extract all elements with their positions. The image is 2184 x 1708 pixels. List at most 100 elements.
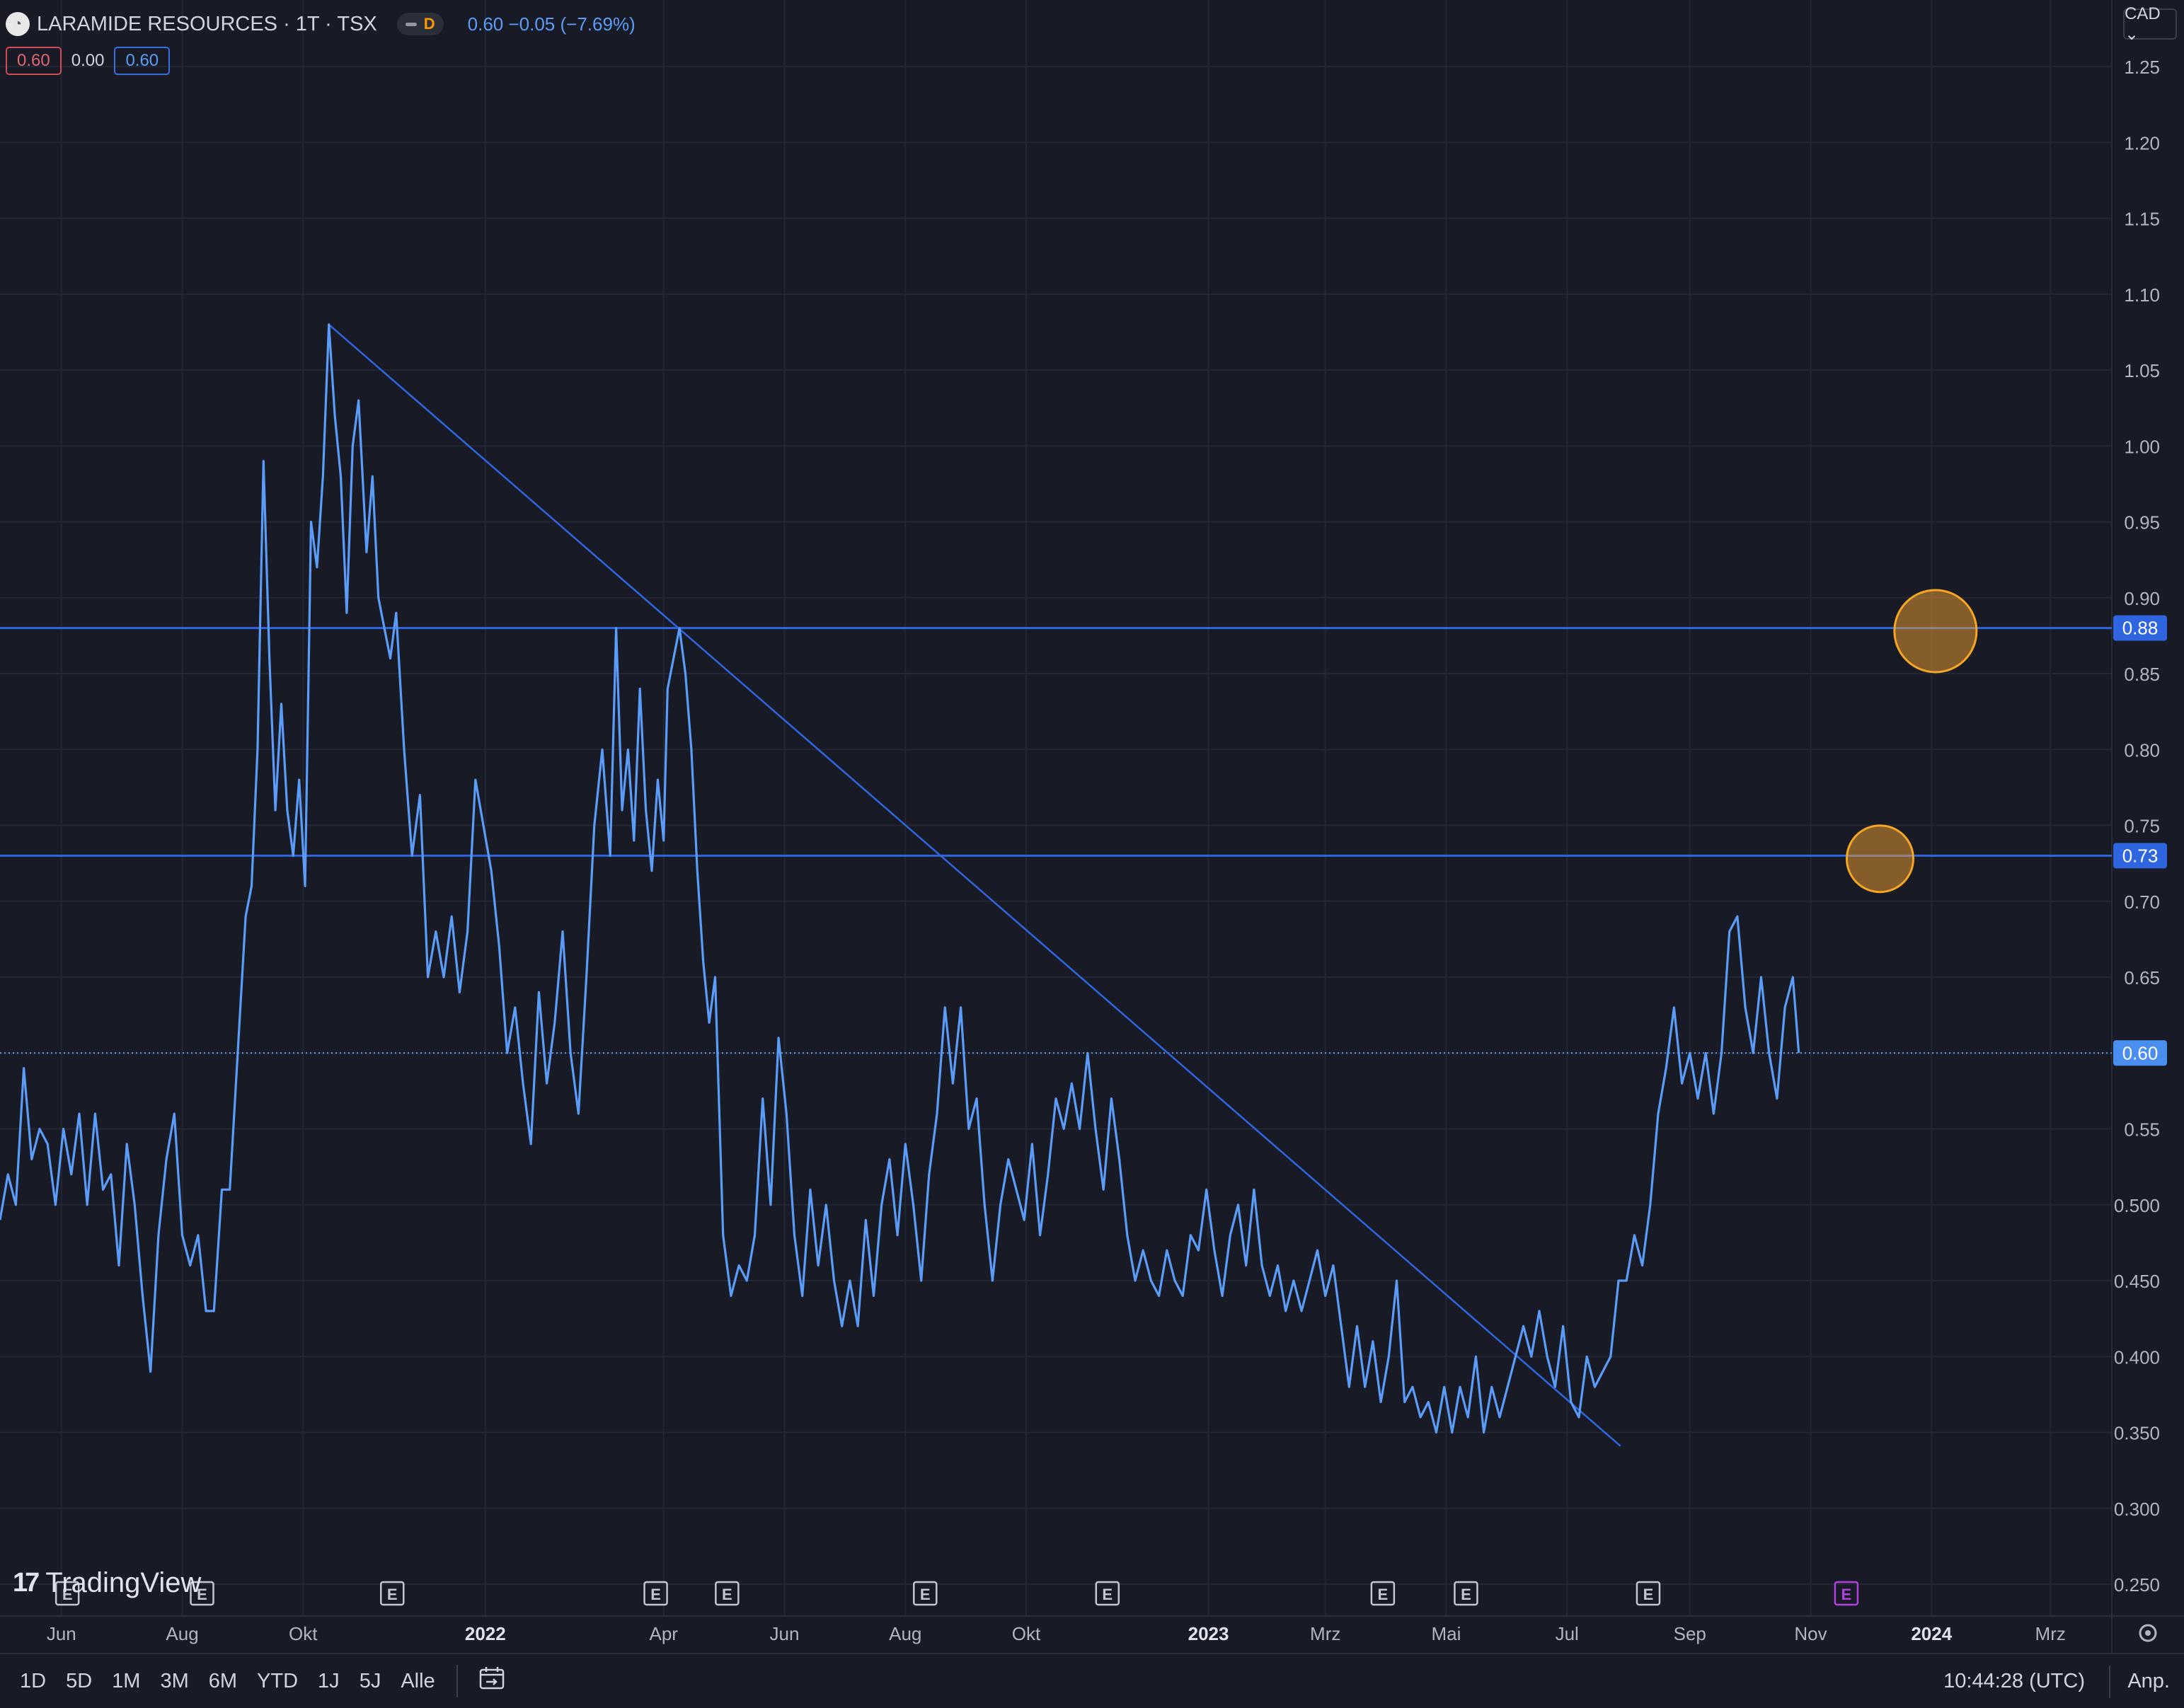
earnings-marker (54, 1581, 80, 1606)
price-badge-label: 0.88 (2122, 618, 2159, 639)
earnings-marker-label: E (1378, 1586, 1389, 1603)
earnings-marker (1636, 1581, 1661, 1606)
watermark-label: TradingView (45, 1566, 202, 1598)
x-tick-label: Nov (1794, 1623, 1827, 1644)
range-5j[interactable]: 5J (359, 1669, 381, 1692)
price-badge-label: 0.73 (2122, 845, 2159, 866)
x-tick-label: Jun (770, 1623, 800, 1644)
adjust-button[interactable]: Anp. (2127, 1669, 2170, 1692)
y-tick-label: 0.500 (2114, 1195, 2160, 1216)
range-1j[interactable]: 1J (318, 1669, 340, 1692)
earnings-marker (1454, 1581, 1478, 1606)
earnings-marker-label: E (197, 1586, 207, 1603)
y-tick-label: 0.400 (2114, 1346, 2160, 1368)
minus-icon (405, 22, 417, 26)
earnings-marker (912, 1581, 938, 1606)
y-tick-label: 0.80 (2124, 739, 2160, 761)
y-tick-label: 1.25 (2124, 57, 2160, 78)
y-tick-label: 0.55 (2124, 1119, 2160, 1141)
y-tick-label: 0.90 (2124, 588, 2160, 609)
x-tick-label: 2023 (1188, 1623, 1229, 1644)
earnings-marker-label: E (1102, 1586, 1113, 1603)
toolbar-divider (456, 1665, 458, 1697)
range-1m[interactable]: 1M (112, 1669, 141, 1692)
x-tick-label: Mrz (2035, 1623, 2066, 1644)
x-tick-label: Aug (889, 1623, 921, 1644)
price-chart[interactable]: 0.2500.3000.3500.4000.4500.5000.550.600.… (0, 0, 2184, 1653)
earnings-marker (380, 1581, 405, 1606)
earnings-marker (643, 1581, 668, 1606)
y-tick-label: 1.10 (2124, 284, 2160, 306)
earnings-marker-label: E (1841, 1586, 1852, 1603)
spread-value: 0.00 (71, 51, 105, 70)
chart-legend: ◔ LARAMIDE RESOURCES · 1T · TSX D 0.60 −… (6, 8, 636, 40)
range-3m[interactable]: 3M (160, 1669, 189, 1692)
symbol-title[interactable]: LARAMIDE RESOURCES · 1T · TSX (37, 12, 377, 35)
x-tick-label: 2024 (1911, 1623, 1952, 1644)
earnings-marker-label: E (387, 1586, 398, 1603)
settings-gear-icon (2139, 1624, 2157, 1642)
price-badge (2113, 843, 2167, 869)
earnings-marker (1834, 1581, 1859, 1606)
y-tick-label: 1.05 (2124, 360, 2160, 381)
x-tick-label: Mai (1431, 1623, 1461, 1644)
earnings-marker (1095, 1581, 1120, 1606)
x-tick-label: Sep (1674, 1623, 1706, 1644)
price-series-line (0, 323, 1800, 1434)
toolbar-divider (2109, 1666, 2110, 1698)
trendline (328, 323, 1621, 1447)
y-tick-label: 0.350 (2114, 1423, 2160, 1444)
y-tick-label: 0.70 (2124, 891, 2160, 913)
bid-value: 0.60 (6, 47, 62, 75)
x-tick-label: Mrz (1310, 1623, 1340, 1644)
x-tick-label: Jun (47, 1623, 76, 1644)
calendar-goto-icon[interactable] (469, 1664, 515, 1698)
tradingview-logo-icon: 17 (13, 1567, 40, 1598)
x-tick-label: Aug (166, 1623, 198, 1644)
ohlc-values: 0.60 0.00 0.60 (6, 47, 171, 75)
earnings-marker (190, 1581, 214, 1606)
symbol-logo-icon: ◔ (6, 12, 30, 36)
earnings-marker-label: E (1461, 1586, 1471, 1603)
y-tick-label: 1.15 (2124, 209, 2160, 230)
earnings-marker-label: E (62, 1586, 73, 1603)
settings-gear-center (2145, 1630, 2151, 1636)
y-tick-label: 1.00 (2124, 436, 2160, 457)
y-tick-label: 1.20 (2124, 132, 2160, 154)
x-tick-label: Okt (1012, 1623, 1041, 1644)
highlight-circle (1893, 589, 1978, 674)
range-ytd[interactable]: YTD (257, 1669, 299, 1692)
y-tick-label: 0.65 (2124, 967, 2160, 988)
market-status-pill[interactable]: D (396, 13, 444, 35)
price-badge (2113, 1040, 2167, 1066)
price-badge (2113, 615, 2167, 641)
bottom-toolbar: 1D 5D 1M 3M 6M YTD 1J 5J Alle 10:44:28 (… (0, 1653, 2184, 1708)
y-tick-label: 0.75 (2124, 816, 2160, 837)
range-6m[interactable]: 6M (208, 1669, 238, 1692)
earnings-marker-label: E (722, 1586, 732, 1603)
x-tick-label: Okt (289, 1623, 318, 1644)
earnings-marker-label: E (1643, 1586, 1654, 1603)
earnings-marker (715, 1581, 740, 1606)
x-tick-label: Apr (650, 1623, 679, 1644)
currency-selector[interactable]: CAD ⌄ (2123, 4, 2177, 44)
y-tick-label: 0.450 (2114, 1271, 2160, 1292)
range-1d[interactable]: 1D (20, 1669, 47, 1692)
range-alle[interactable]: Alle (401, 1669, 435, 1692)
y-tick-label: 0.250 (2114, 1574, 2160, 1596)
tradingview-watermark[interactable]: 17 TradingView (13, 1565, 201, 1600)
ask-value: 0.60 (114, 47, 171, 75)
range-5d[interactable]: 5D (66, 1669, 93, 1692)
price-badge-label: 0.60 (2122, 1042, 2159, 1063)
market-badge: D (423, 15, 435, 33)
x-tick-label: 2022 (465, 1623, 506, 1644)
y-tick-label: 0.85 (2124, 664, 2160, 685)
utc-clock[interactable]: 10:44:28 (UTC) (1943, 1669, 2085, 1692)
y-tick-label: 0.95 (2124, 512, 2160, 533)
earnings-marker (1370, 1581, 1396, 1606)
x-tick-label: Jul (1556, 1623, 1579, 1644)
earnings-marker-label: E (920, 1586, 931, 1603)
highlight-circle (1845, 824, 1914, 894)
y-tick-label: 0.300 (2114, 1499, 2160, 1520)
earnings-marker-label: E (650, 1586, 661, 1603)
